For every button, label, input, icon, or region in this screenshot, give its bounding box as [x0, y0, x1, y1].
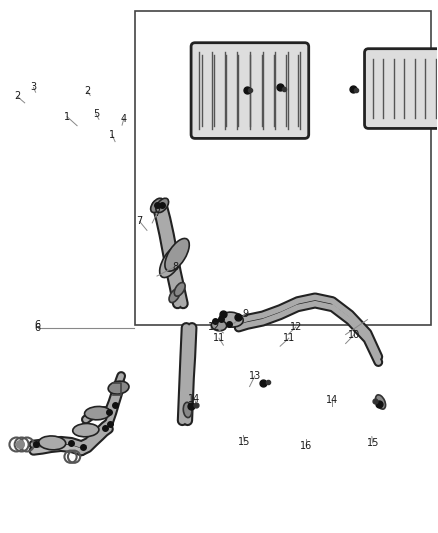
Ellipse shape — [169, 289, 180, 303]
Text: 1: 1 — [109, 130, 115, 140]
Bar — [135, 11, 431, 325]
Text: 11: 11 — [213, 333, 225, 343]
Text: 16: 16 — [300, 441, 312, 451]
Ellipse shape — [212, 320, 226, 331]
Ellipse shape — [375, 395, 385, 409]
Text: 12: 12 — [290, 322, 302, 332]
Text: 13: 13 — [249, 371, 261, 381]
Ellipse shape — [174, 282, 185, 296]
Ellipse shape — [219, 312, 243, 327]
Text: 1: 1 — [64, 112, 70, 122]
Text: 4: 4 — [121, 114, 127, 124]
Text: 5: 5 — [93, 109, 99, 119]
Text: 15: 15 — [367, 438, 379, 448]
Ellipse shape — [165, 238, 189, 271]
FancyBboxPatch shape — [191, 43, 309, 139]
Text: 14: 14 — [325, 395, 338, 406]
Text: 8: 8 — [172, 262, 178, 271]
Ellipse shape — [108, 381, 129, 394]
Text: 6: 6 — [35, 322, 41, 333]
Ellipse shape — [151, 198, 163, 213]
Text: 6: 6 — [35, 320, 41, 330]
Text: 11: 11 — [283, 333, 295, 343]
Ellipse shape — [39, 436, 66, 450]
Text: 12: 12 — [208, 322, 221, 332]
Text: 7: 7 — [136, 216, 143, 227]
Ellipse shape — [73, 424, 99, 437]
Text: 2: 2 — [84, 86, 90, 96]
Ellipse shape — [183, 402, 192, 417]
FancyBboxPatch shape — [364, 49, 438, 128]
Text: 15: 15 — [238, 437, 251, 447]
Ellipse shape — [160, 245, 184, 278]
Circle shape — [16, 441, 24, 448]
Ellipse shape — [156, 198, 169, 213]
Text: 14: 14 — [188, 394, 201, 405]
Ellipse shape — [85, 407, 111, 420]
Text: 3: 3 — [30, 83, 36, 92]
Text: 9: 9 — [242, 309, 248, 319]
Text: 7: 7 — [154, 208, 160, 219]
Text: 2: 2 — [14, 92, 21, 101]
Text: 10: 10 — [348, 329, 360, 340]
